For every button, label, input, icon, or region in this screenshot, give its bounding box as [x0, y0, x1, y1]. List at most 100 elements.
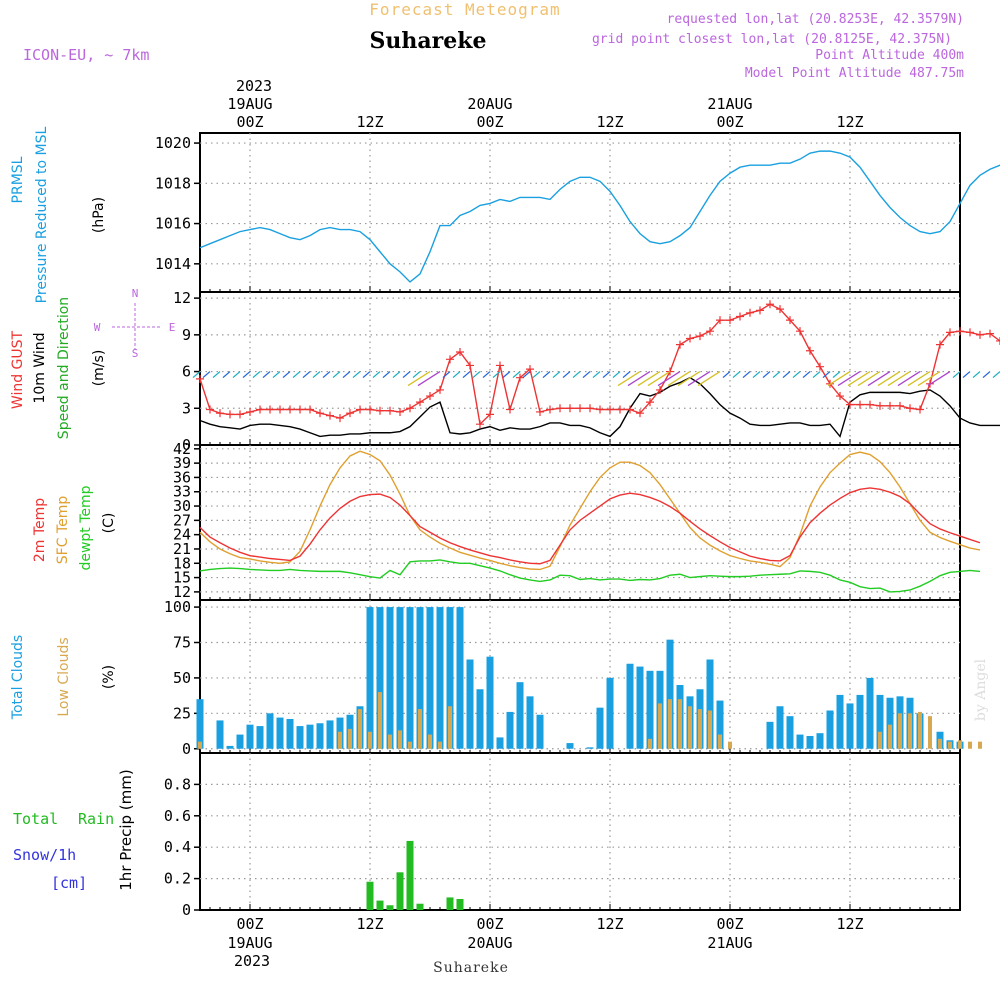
total-cloud-bar: [506, 711, 514, 749]
total-cloud-bar: [806, 736, 814, 749]
dewpoint-axis-label: dewpt Temp: [78, 485, 94, 570]
wind-direction-arrow: [907, 371, 931, 387]
total-cloud-bar: [306, 724, 314, 749]
gust-marker: [566, 404, 574, 413]
y-tick-label: 75: [173, 634, 191, 652]
top-hour-label: 00Z: [476, 113, 503, 131]
total-cloud-bar: [326, 720, 334, 749]
low-cloud-bar: [728, 741, 732, 749]
gust-marker: [206, 405, 214, 414]
wind-direction-arrow: [622, 371, 631, 379]
wind-direction-arrow: [352, 371, 361, 379]
total-cloud-bar: [476, 689, 484, 749]
gust-marker: [956, 327, 964, 336]
gust-marker: [376, 406, 384, 415]
wind-direction-arrow: [772, 371, 781, 379]
top-hour-label: 00Z: [236, 113, 263, 131]
low-cloud-bar: [708, 710, 712, 749]
wind-direction-arrow: [312, 371, 321, 379]
total-cloud-bar: [566, 743, 574, 749]
gust-marker: [476, 420, 484, 429]
total-cloud-bar: [266, 713, 274, 749]
total-cloud-bar: [436, 607, 444, 749]
wind-direction-arrow: [562, 371, 571, 379]
total-cloud-bar: [626, 663, 634, 749]
total-cloud-bar: [426, 607, 434, 749]
total-cloud-bar: [646, 670, 654, 749]
gust-marker: [986, 329, 994, 338]
gust-marker: [236, 410, 244, 419]
wind-direction-arrow: [762, 371, 771, 379]
total-cloud-bar: [516, 682, 524, 749]
bottom-hour-label: 00Z: [476, 915, 503, 933]
low-cloud-bar: [968, 741, 972, 749]
gust-marker: [886, 401, 894, 410]
low-cloud-bar: [428, 734, 432, 749]
wind-direction-arrow: [782, 371, 791, 379]
precip-snow-unit: [cm]: [51, 874, 87, 892]
panel-frame-clouds: [199, 599, 961, 754]
gust-marker: [396, 407, 404, 416]
y-tick-label: 0.4: [164, 838, 191, 856]
wind-direction-arrow: [982, 371, 991, 379]
bottom-hour-label: 12Z: [596, 915, 623, 933]
y-tick-label: 100: [164, 598, 191, 616]
rain-bar: [406, 840, 414, 910]
gust-marker: [616, 405, 624, 414]
y-tick-label: 0: [182, 740, 191, 758]
total-cloud-bar: [826, 710, 834, 749]
y-tick-label: 0.6: [164, 807, 191, 825]
gust-marker: [746, 308, 754, 317]
top-date-label: 21AUG: [707, 95, 752, 113]
wind-direction-arrow: [332, 371, 341, 379]
bottom-year-label: 2023: [234, 952, 270, 970]
wind-direction-arrow: [582, 371, 591, 379]
gust-marker: [366, 405, 374, 414]
gust-marker: [586, 404, 594, 413]
gust-marker: [606, 405, 614, 414]
pressure-unit: (hPa): [91, 197, 107, 233]
low-cloud-bar: [198, 741, 202, 749]
y-tick-label: 12: [173, 289, 191, 307]
total-cloud-bar: [416, 607, 424, 749]
total-cloud-bar: [786, 716, 794, 749]
wind-direction-arrow: [262, 371, 271, 379]
t2m-temp-line: [199, 487, 981, 565]
top-date-label: 20AUG: [467, 95, 512, 113]
gust-marker: [466, 361, 474, 370]
low-cloud-bar: [948, 741, 952, 749]
low-cloud-bar: [418, 709, 422, 749]
wind-direction-arrow: [592, 371, 601, 379]
gust-marker: [676, 340, 684, 349]
gust-marker: [816, 362, 824, 371]
gust-marker: [946, 328, 954, 337]
wind-direction-arrow: [372, 371, 381, 379]
footer-location: Suhareke: [433, 960, 509, 976]
wind-direction-arrow: [877, 371, 901, 387]
total-cloud-bar: [276, 717, 284, 749]
total-cloud-bar: [366, 607, 374, 749]
gust-marker: [496, 361, 504, 370]
total-cloud-bar: [816, 733, 824, 749]
wind-direction-arrow: [417, 371, 441, 387]
gust-marker: [226, 410, 234, 419]
sfc-temp-line: [199, 450, 981, 571]
temperature-unit: (C): [101, 513, 117, 534]
gust-marker: [406, 404, 414, 413]
gust-marker: [856, 400, 864, 409]
y-tick-label: 39: [173, 454, 191, 472]
gust-marker: [766, 300, 774, 309]
low-cloud-bar: [878, 731, 882, 749]
y-tick-label: 1016: [155, 215, 191, 233]
panel-frame-wind: [199, 291, 961, 446]
total-cloud-bar: [596, 707, 604, 749]
bottom-hour-label: 00Z: [716, 915, 743, 933]
gust-marker: [896, 401, 904, 410]
y-tick-label: 15: [173, 569, 191, 587]
total-cloud-bar: [526, 696, 534, 749]
gust-marker: [556, 404, 564, 413]
low-cloud-bar: [928, 716, 932, 749]
low-cloud-bar: [438, 741, 442, 749]
total-cloud-bar: [246, 724, 254, 749]
gust-marker: [936, 340, 944, 349]
